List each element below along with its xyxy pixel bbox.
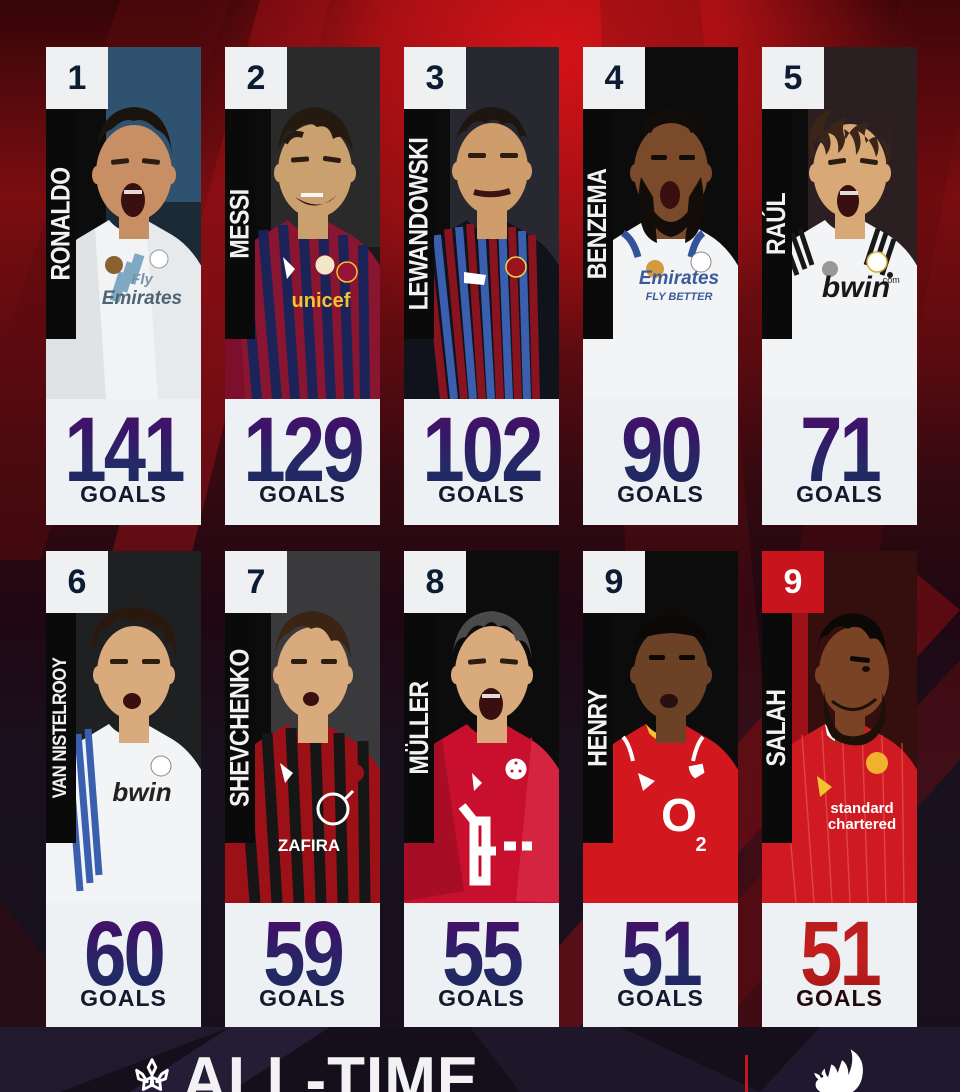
svg-text:chartered: chartered bbox=[828, 816, 896, 833]
svg-text:O: O bbox=[661, 789, 697, 841]
svg-text:Fly: Fly bbox=[131, 271, 153, 288]
svg-text:unicef: unicef bbox=[292, 290, 351, 312]
svg-text:2: 2 bbox=[695, 834, 706, 856]
svg-text:.com: .com bbox=[880, 275, 900, 285]
svg-text:Emirates: Emirates bbox=[102, 288, 182, 309]
svg-text:standard: standard bbox=[830, 800, 893, 817]
svg-text:FLY BETTER: FLY BETTER bbox=[646, 291, 713, 303]
svg-text:Emirates: Emirates bbox=[639, 268, 719, 289]
svg-text:bwin: bwin bbox=[112, 777, 171, 807]
svg-text:ZAFIRA: ZAFIRA bbox=[278, 836, 340, 855]
